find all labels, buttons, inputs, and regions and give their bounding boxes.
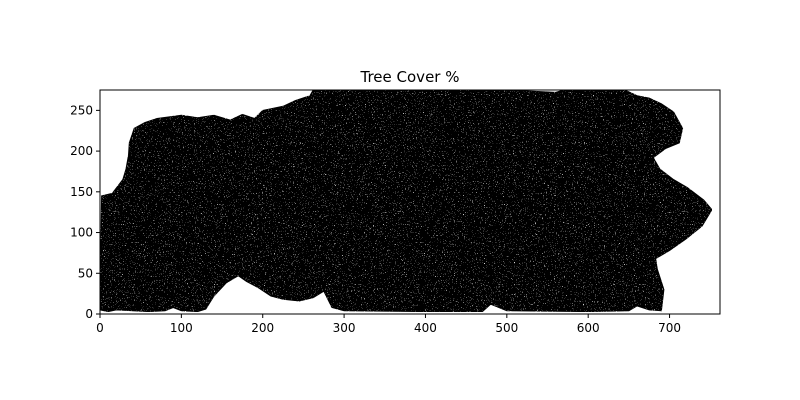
- y-tick-label: 200: [70, 144, 93, 158]
- x-tick-label: 300: [333, 321, 356, 335]
- x-axis: 0 100 200 300 400 500 600 700: [96, 314, 681, 335]
- x-tick-label: 0: [96, 321, 104, 335]
- x-tick-label: 100: [170, 321, 193, 335]
- chart-title: Tree Cover %: [360, 68, 460, 86]
- tree-cover-region: [100, 90, 713, 313]
- plot-area: [99, 89, 721, 315]
- y-tick-label: 250: [70, 103, 93, 117]
- plot-frame: [99, 89, 721, 315]
- x-tick-label: 200: [251, 321, 274, 335]
- x-tick-label: 400: [414, 321, 437, 335]
- y-tick-label: 150: [70, 185, 93, 199]
- y-axis: 0 50 100 150 200 250: [70, 103, 100, 321]
- x-tick-label: 600: [577, 321, 600, 335]
- x-tick-label: 700: [658, 321, 681, 335]
- x-tick-label: 500: [495, 321, 518, 335]
- y-tick-label: 100: [70, 226, 93, 240]
- y-tick-label: 50: [78, 266, 93, 280]
- y-tick-label: 0: [85, 307, 93, 321]
